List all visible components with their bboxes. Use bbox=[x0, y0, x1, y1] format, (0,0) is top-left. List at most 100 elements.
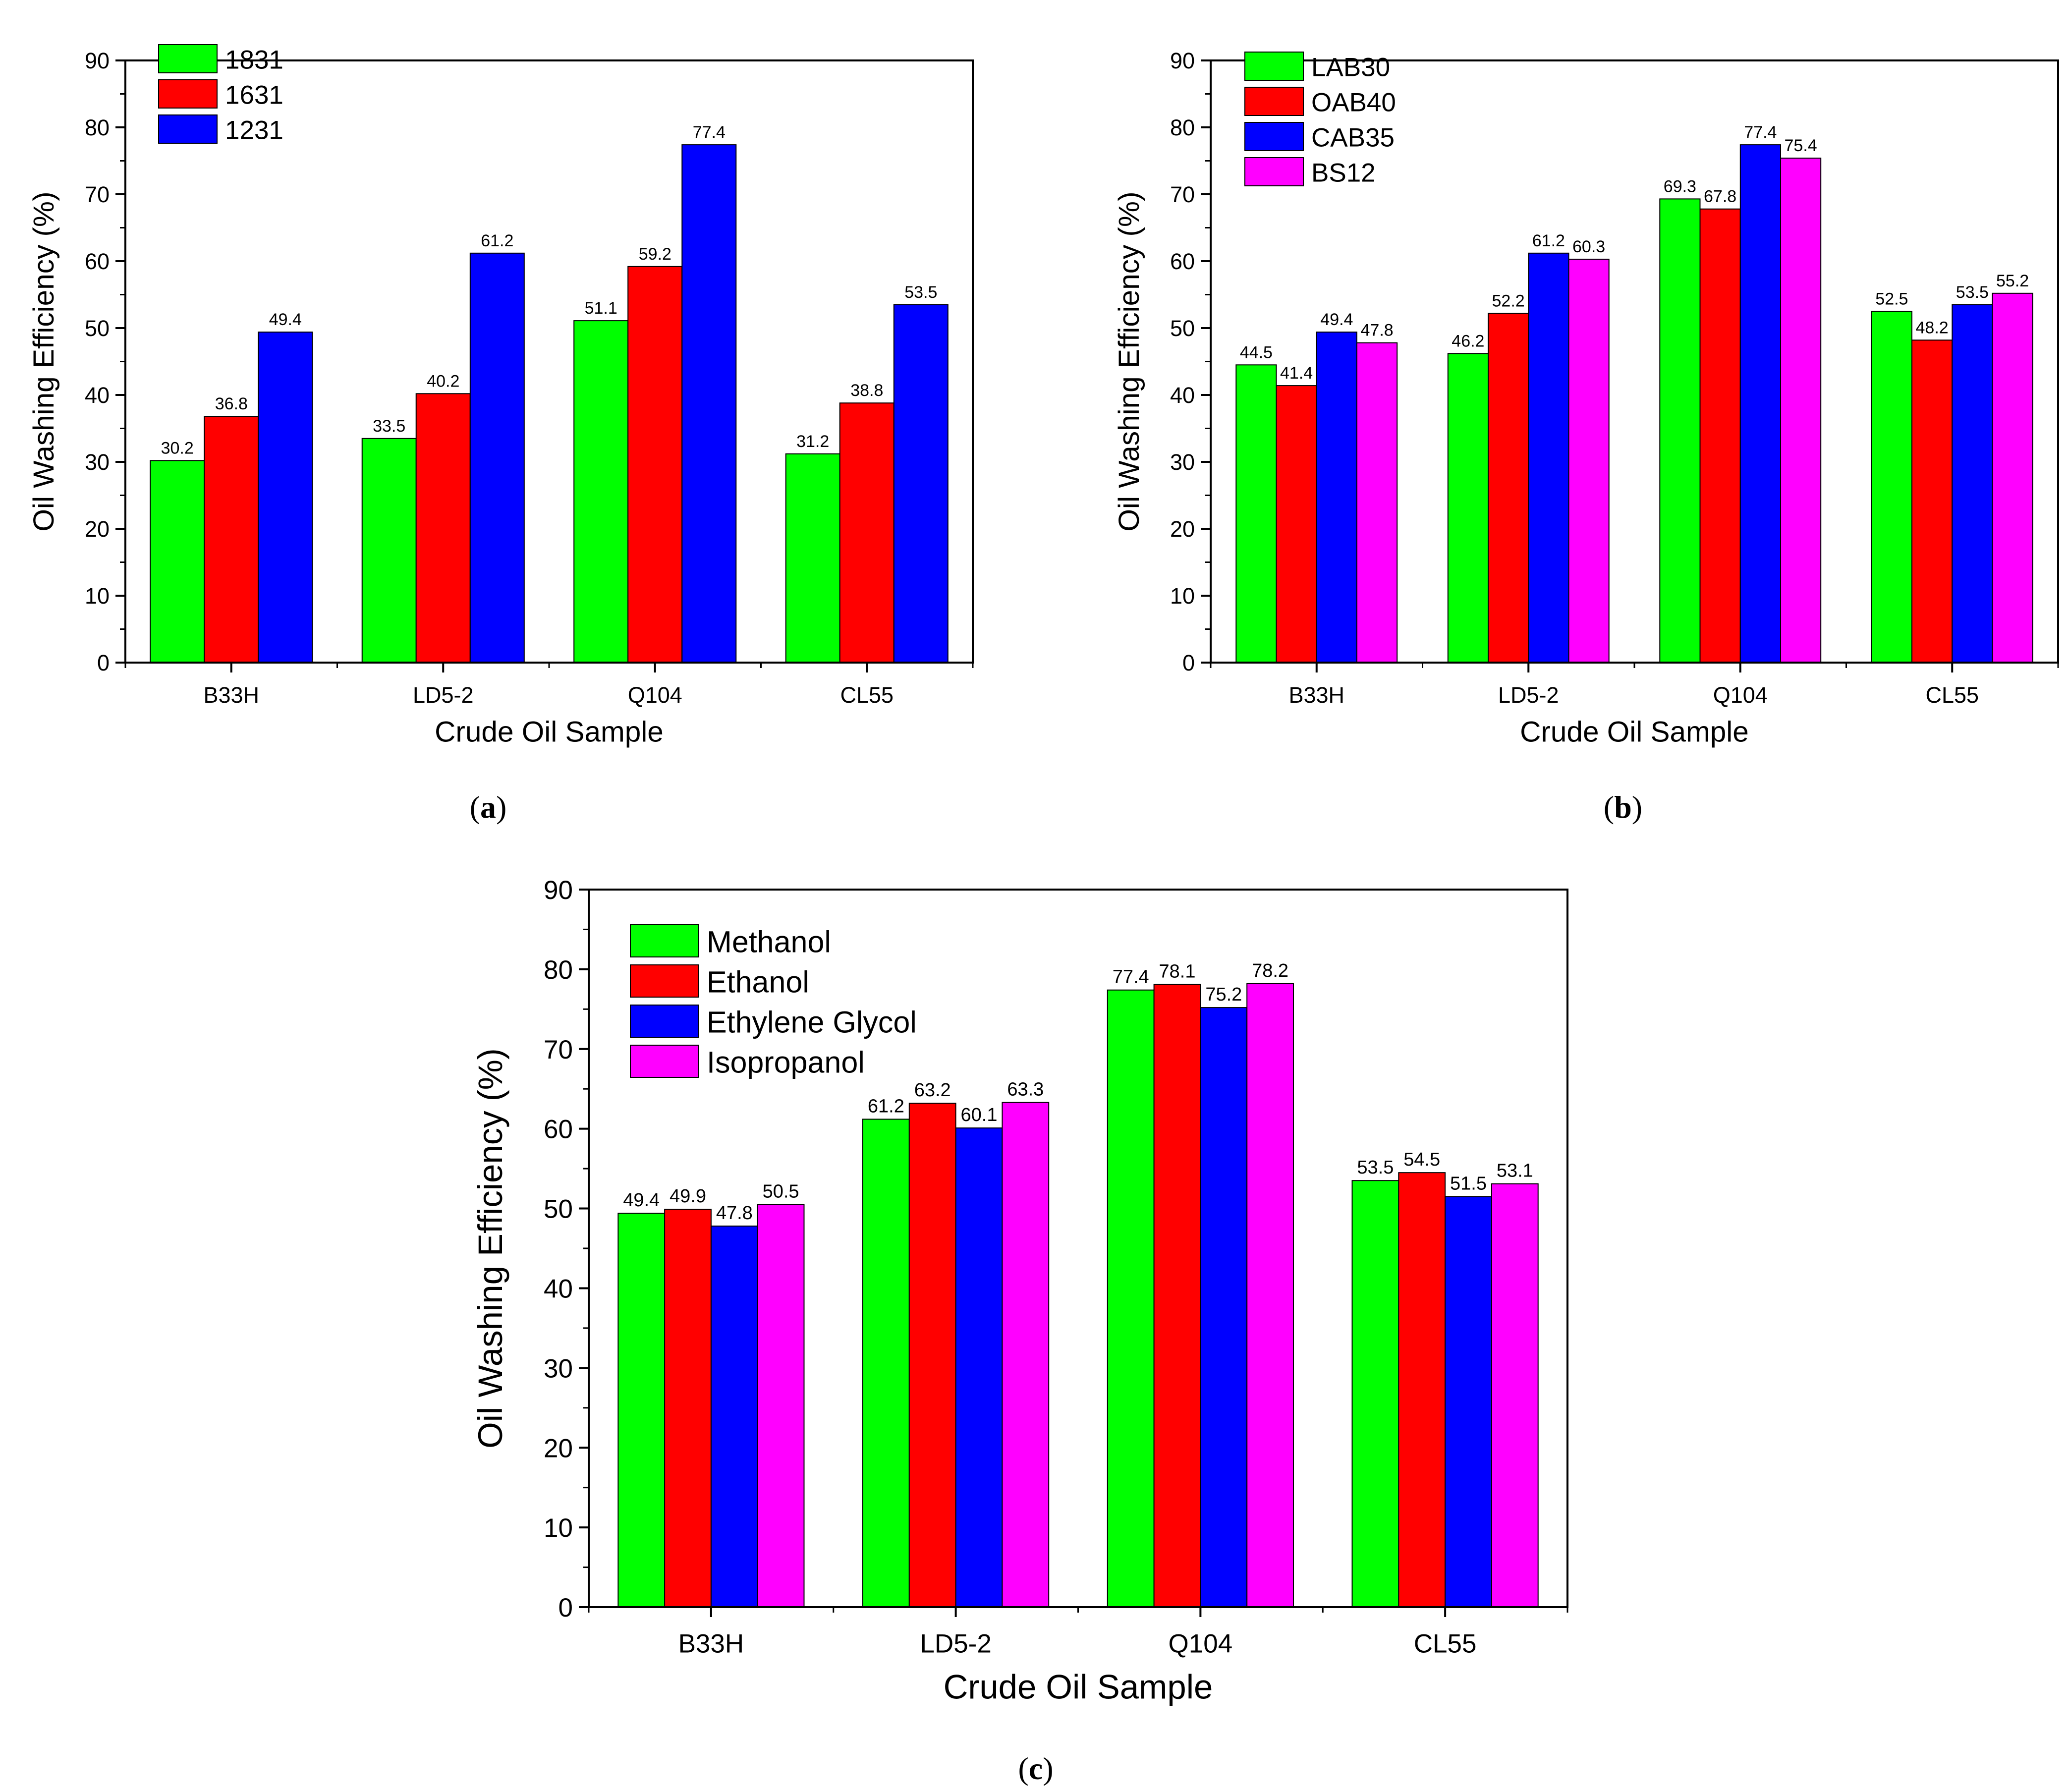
y-tick-label: 20 bbox=[544, 1434, 573, 1463]
y-tick-label: 30 bbox=[1170, 449, 1195, 475]
data-label: 36.8 bbox=[215, 394, 248, 413]
bar-methanol-cl55 bbox=[1351, 1180, 1399, 1608]
x-tick-label-b33h: B33H bbox=[203, 682, 259, 708]
bar-1231-ld5-2 bbox=[469, 252, 525, 663]
bar-lab30-cl55 bbox=[1871, 311, 1913, 664]
bar-ethanol-ld5-2 bbox=[908, 1103, 956, 1608]
legend-swatch-cab35 bbox=[1244, 122, 1304, 151]
data-label: 61.2 bbox=[868, 1096, 904, 1117]
legend-swatch-methanol bbox=[630, 924, 699, 957]
data-label: 52.2 bbox=[1492, 291, 1525, 310]
bar-1831-ld5-2 bbox=[361, 438, 417, 664]
bar-ethanol-cl55 bbox=[1398, 1172, 1446, 1608]
legend-label-bs12: BS12 bbox=[1311, 158, 1376, 187]
y-tick-label: 20 bbox=[85, 516, 110, 542]
bar-bs12-ld5-2 bbox=[1568, 259, 1610, 663]
bar-bs12-cl55 bbox=[1992, 292, 2033, 663]
bar-oab40-q104 bbox=[1699, 208, 1741, 663]
x-tick-label-q104: Q104 bbox=[1713, 682, 1768, 708]
y-tick-label: 90 bbox=[544, 876, 573, 905]
legend-swatch-1831 bbox=[158, 44, 218, 73]
y-tick-label: 70 bbox=[85, 182, 110, 207]
data-label: 47.8 bbox=[716, 1203, 753, 1224]
legend-swatch-lab30 bbox=[1244, 52, 1304, 81]
data-label: 51.1 bbox=[585, 299, 617, 318]
y-tick-label: 10 bbox=[1170, 583, 1195, 609]
data-label: 63.2 bbox=[914, 1080, 951, 1101]
y-axis-label: Oil Washing Efficiency (%) bbox=[28, 192, 60, 532]
data-label: 30.2 bbox=[161, 439, 194, 457]
legend-swatch-oab40 bbox=[1244, 87, 1304, 116]
data-label: 48.2 bbox=[1916, 318, 1949, 337]
data-label: 47.8 bbox=[1361, 321, 1394, 340]
bar-1831-b33h bbox=[150, 460, 205, 663]
y-axis-label: Oil Washing Efficiency (%) bbox=[471, 1048, 509, 1449]
bar-oab40-ld5-2 bbox=[1488, 313, 1529, 663]
legend-swatch-ethanol bbox=[630, 964, 699, 998]
bar-1831-q104 bbox=[573, 320, 629, 663]
x-tick-label-ld5-2: LD5-2 bbox=[413, 682, 474, 708]
bar-cab35-q104 bbox=[1739, 144, 1782, 664]
bar-methanol-q104 bbox=[1107, 989, 1155, 1608]
legend-label-1631: 1631 bbox=[225, 80, 283, 110]
data-label: 53.5 bbox=[1956, 283, 1989, 302]
y-tick-label: 60 bbox=[1170, 249, 1195, 274]
legend-swatch-ethylene-glycol bbox=[630, 1005, 699, 1038]
data-label: 61.2 bbox=[1532, 231, 1565, 250]
data-label: 49.4 bbox=[1320, 310, 1353, 329]
bar-ethanol-q104 bbox=[1153, 984, 1201, 1608]
y-tick-label: 90 bbox=[85, 48, 110, 73]
data-label: 49.4 bbox=[269, 310, 302, 329]
data-label: 50.5 bbox=[763, 1181, 799, 1202]
bar-cab35-ld5-2 bbox=[1528, 252, 1569, 663]
bar-1231-b33h bbox=[258, 332, 313, 663]
chart-panel-2: 44.5 46.2 69.3 52.5 41.4 52.2 67.8 48.2 49.4 61.2… bbox=[1113, 48, 2059, 825]
data-label: 77.4 bbox=[1744, 123, 1777, 142]
y-tick-label: 70 bbox=[1170, 182, 1195, 207]
x-tick-label-q104: Q104 bbox=[628, 682, 682, 708]
y-tick-label: 50 bbox=[1170, 316, 1195, 341]
y-tick-label: 90 bbox=[1170, 48, 1195, 73]
legend: 1831 1631 1231 bbox=[158, 44, 283, 145]
bar-ethylene-glycol-b33h bbox=[710, 1226, 758, 1608]
legend-label-1831: 1831 bbox=[225, 45, 283, 74]
data-label: 69.3 bbox=[1664, 177, 1696, 196]
y-tick-label: 0 bbox=[559, 1593, 573, 1623]
bar-oab40-cl55 bbox=[1911, 339, 1953, 663]
y-tick-label: 10 bbox=[85, 583, 110, 609]
legend: LAB30 OAB40 CAB35 BS12 bbox=[1244, 52, 1396, 187]
y-tick-label: 0 bbox=[1182, 650, 1195, 675]
legend-label-isopropanol: Isopropanol bbox=[707, 1045, 865, 1079]
legend-label-cab35: CAB35 bbox=[1311, 123, 1395, 152]
data-label: 38.8 bbox=[850, 381, 883, 400]
bar-bs12-q104 bbox=[1780, 158, 1822, 664]
bar-ethylene-glycol-cl55 bbox=[1445, 1196, 1492, 1608]
data-label: 44.5 bbox=[1240, 343, 1273, 362]
data-label: 49.9 bbox=[670, 1186, 706, 1207]
x-axis-label: Crude Oil Sample bbox=[435, 716, 664, 748]
legend-label-1231: 1231 bbox=[225, 115, 283, 145]
data-label: 67.8 bbox=[1704, 187, 1736, 206]
bar-methanol-b33h bbox=[617, 1213, 666, 1608]
legend-label-methanol: Methanol bbox=[707, 925, 831, 958]
legend-label-lab30: LAB30 bbox=[1311, 53, 1390, 82]
data-label: 46.2 bbox=[1452, 332, 1484, 350]
bar-1831-cl55 bbox=[785, 453, 840, 663]
bar-1631-cl55 bbox=[839, 402, 894, 663]
y-tick-label: 80 bbox=[1170, 115, 1195, 140]
data-label: 78.2 bbox=[1252, 960, 1288, 981]
x-tick-label-q104: Q104 bbox=[1169, 1629, 1233, 1659]
legend-swatch-1231 bbox=[158, 114, 218, 144]
legend: Methanol Ethanol Ethylene Glycol Isopropano… bbox=[630, 924, 917, 1079]
data-label: 52.5 bbox=[1875, 289, 1908, 308]
x-tick-label-b33h: B33H bbox=[678, 1629, 744, 1659]
y-tick-label: 0 bbox=[97, 650, 110, 675]
y-tick-label: 30 bbox=[544, 1354, 573, 1383]
bar-isopropanol-ld5-2 bbox=[1002, 1102, 1050, 1608]
data-label: 75.4 bbox=[1785, 136, 1817, 155]
data-label: 60.1 bbox=[961, 1105, 998, 1125]
x-tick-label-ld5-2: LD5-2 bbox=[1498, 682, 1559, 708]
data-label: 77.4 bbox=[1113, 967, 1149, 988]
data-label: 53.5 bbox=[904, 283, 937, 302]
